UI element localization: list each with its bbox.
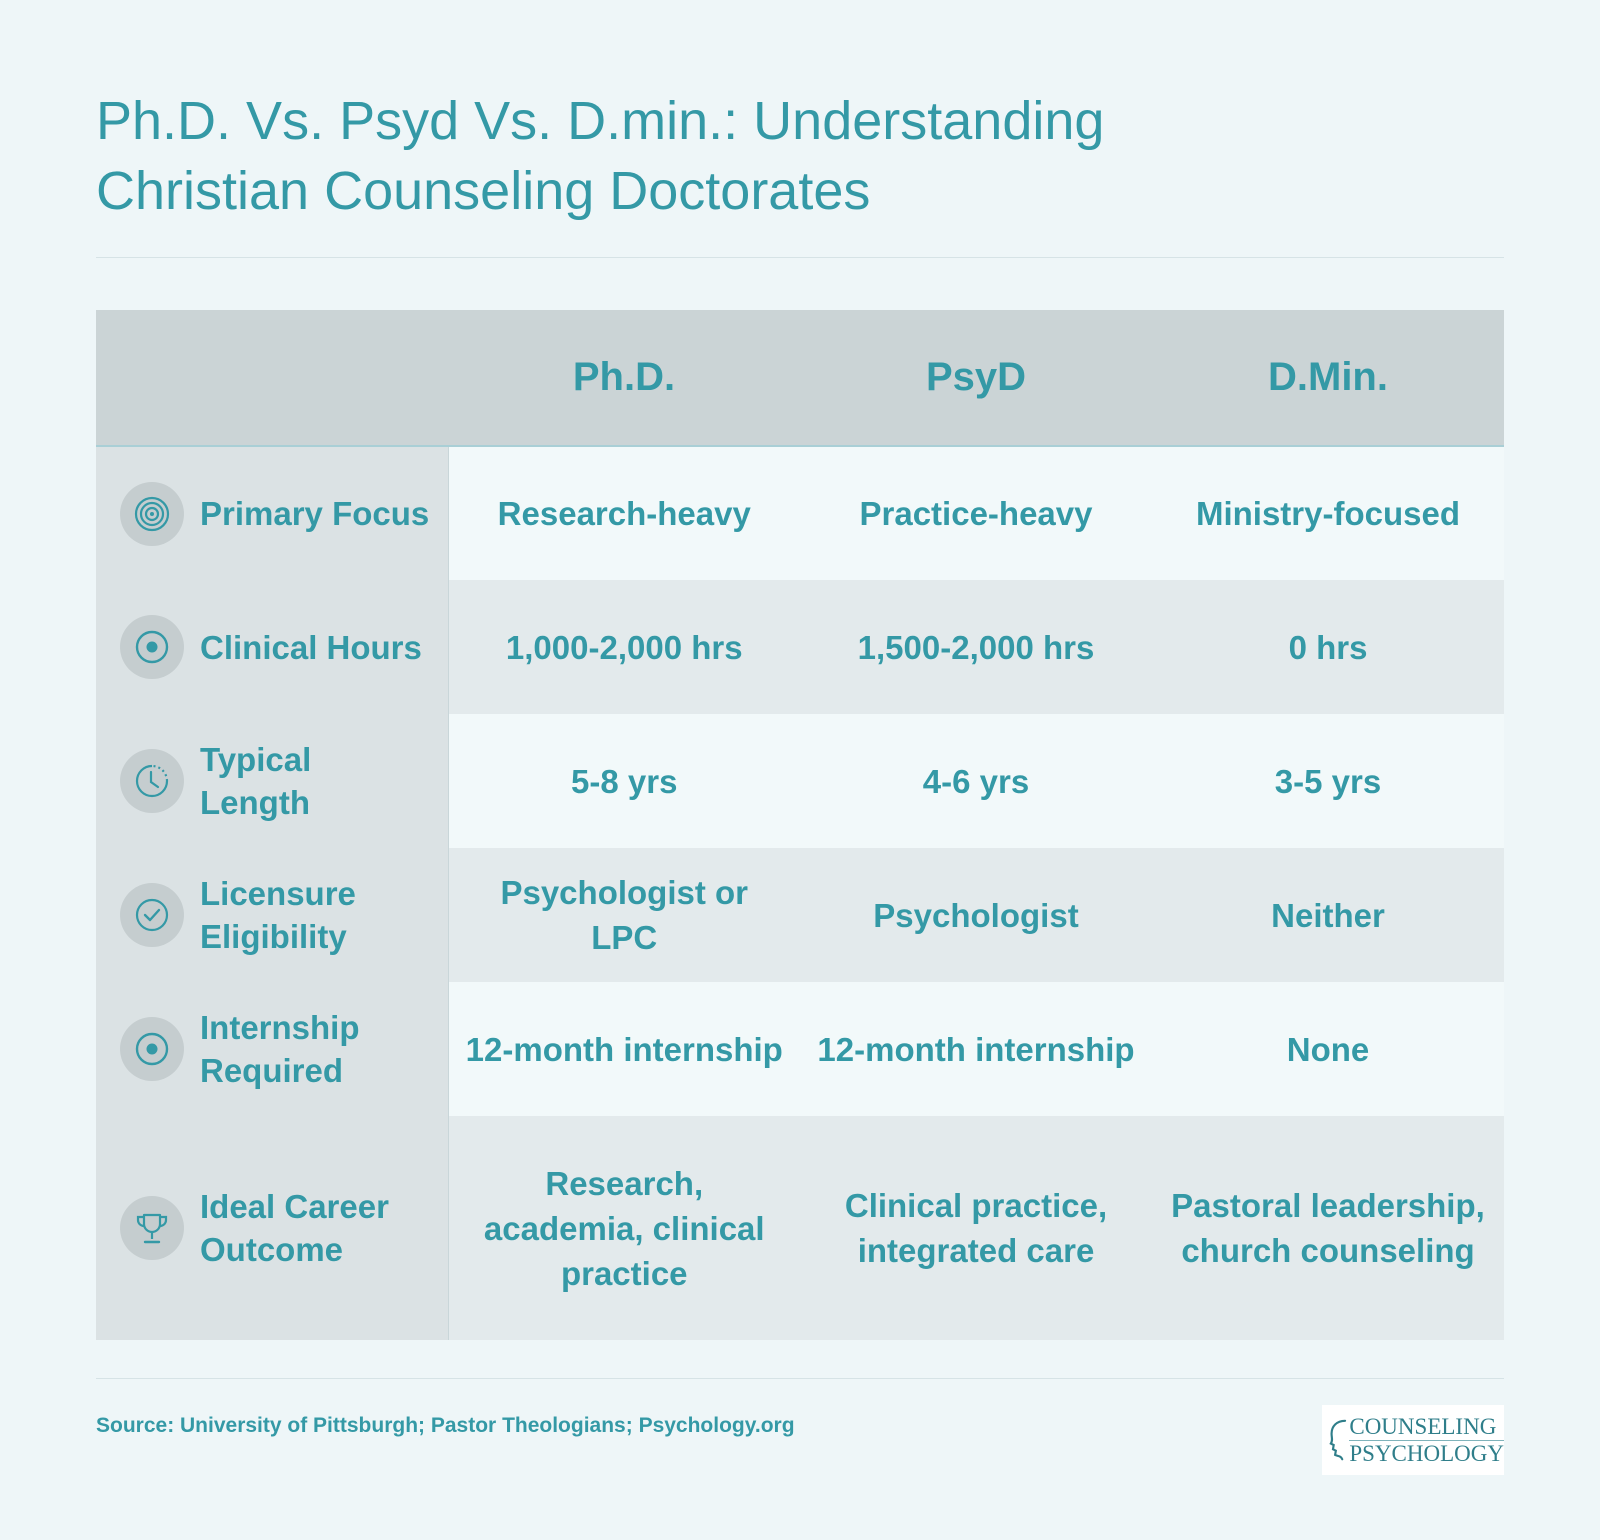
row-label: Clinical Hours [200, 628, 422, 666]
row-label: Licensure Eligibility [200, 875, 356, 955]
dot-circle-icon [120, 1017, 184, 1081]
column-header-phd: Ph.D. [448, 310, 800, 447]
logo-line-1: COUNSELING [1349, 1414, 1504, 1441]
logo-line-2: PSYCHOLOGY [1349, 1440, 1504, 1466]
row-label-cell: Primary Focus [96, 446, 449, 580]
table-cell: 5-8 yrs [448, 714, 800, 848]
row-label: Typical Length [200, 741, 312, 821]
table-cell: 0 hrs [1152, 580, 1504, 714]
check-circle-icon [120, 883, 184, 947]
table-cell: 4-6 yrs [800, 714, 1152, 848]
bottom-divider [96, 1378, 1504, 1379]
table-cell: Research, academia, clinical practice [448, 1116, 800, 1340]
table-cell: Pastoral leadership, church counseling [1152, 1116, 1504, 1340]
title-line-1: Ph.D. Vs. Psyd Vs. D.min.: Understanding [96, 91, 1105, 151]
table-cell: 12-month internship [448, 982, 800, 1116]
row-label: Ideal Career Outcome [200, 1188, 389, 1268]
title-line-2: Christian Counseling Doctorates [96, 161, 871, 221]
table-row: Typical Length 5-8 yrs 4-6 yrs 3-5 yrs [96, 714, 1504, 848]
table-cell: 3-5 yrs [1152, 714, 1504, 848]
table-cell: 12-month internship [800, 982, 1152, 1116]
comparison-table: Ph.D. PsyD D.Min. [96, 310, 1504, 1340]
table-row: Internship Required 12-month internship … [96, 982, 1504, 1116]
table-row: Ideal Career Outcome Research, academia,… [96, 1116, 1504, 1340]
source-note: Source: University of Pittsburgh; Pastor… [96, 1414, 795, 1437]
row-label: Internship Required [200, 1009, 360, 1089]
column-header-psyd: PsyD [800, 310, 1152, 447]
table-header-row: Ph.D. PsyD D.Min. [96, 310, 1504, 447]
column-header-dmin: D.Min. [1152, 310, 1504, 447]
row-label: Primary Focus [200, 495, 430, 532]
table-row: Licensure Eligibility Psychologist or LP… [96, 848, 1504, 982]
table-cell: 1,500-2,000 hrs [800, 580, 1152, 714]
table-cell: None [1152, 982, 1504, 1116]
page-title: Ph.D. Vs. Psyd Vs. D.min.: Understanding… [96, 86, 1276, 226]
table-cell: Clinical practice, integrated care [800, 1116, 1152, 1340]
counseling-psychology-logo: COUNSELING PSYCHOLOGY [1322, 1405, 1504, 1475]
table-cell: Neither [1152, 848, 1504, 982]
clock-icon [120, 749, 184, 813]
row-label-cell: Ideal Career Outcome [96, 1116, 449, 1340]
row-label-cell: Internship Required [96, 982, 449, 1116]
table-row: Clinical Hours 1,000-2,000 hrs 1,500-2,0… [96, 580, 1504, 714]
table-cell: Psychologist [800, 848, 1152, 982]
table-cell: Research-heavy [448, 446, 800, 580]
trophy-icon [120, 1196, 184, 1260]
table-row: Primary Focus Research-heavy Practice-he… [96, 446, 1504, 580]
table-cell: 1,000-2,000 hrs [448, 580, 800, 714]
head-silhouette-icon [1329, 1419, 1347, 1461]
top-divider [96, 257, 1504, 258]
dot-circle-icon [120, 615, 184, 679]
target-icon [120, 481, 184, 546]
header-empty-cell [96, 310, 448, 447]
table-cell: Ministry-focused [1152, 446, 1504, 580]
row-label-cell: Clinical Hours [96, 580, 449, 714]
row-label-cell: Licensure Eligibility [96, 848, 449, 982]
table-cell: Practice-heavy [800, 446, 1152, 580]
row-label-cell: Typical Length [96, 714, 449, 848]
table-cell: Psychologist or LPC [448, 848, 800, 982]
